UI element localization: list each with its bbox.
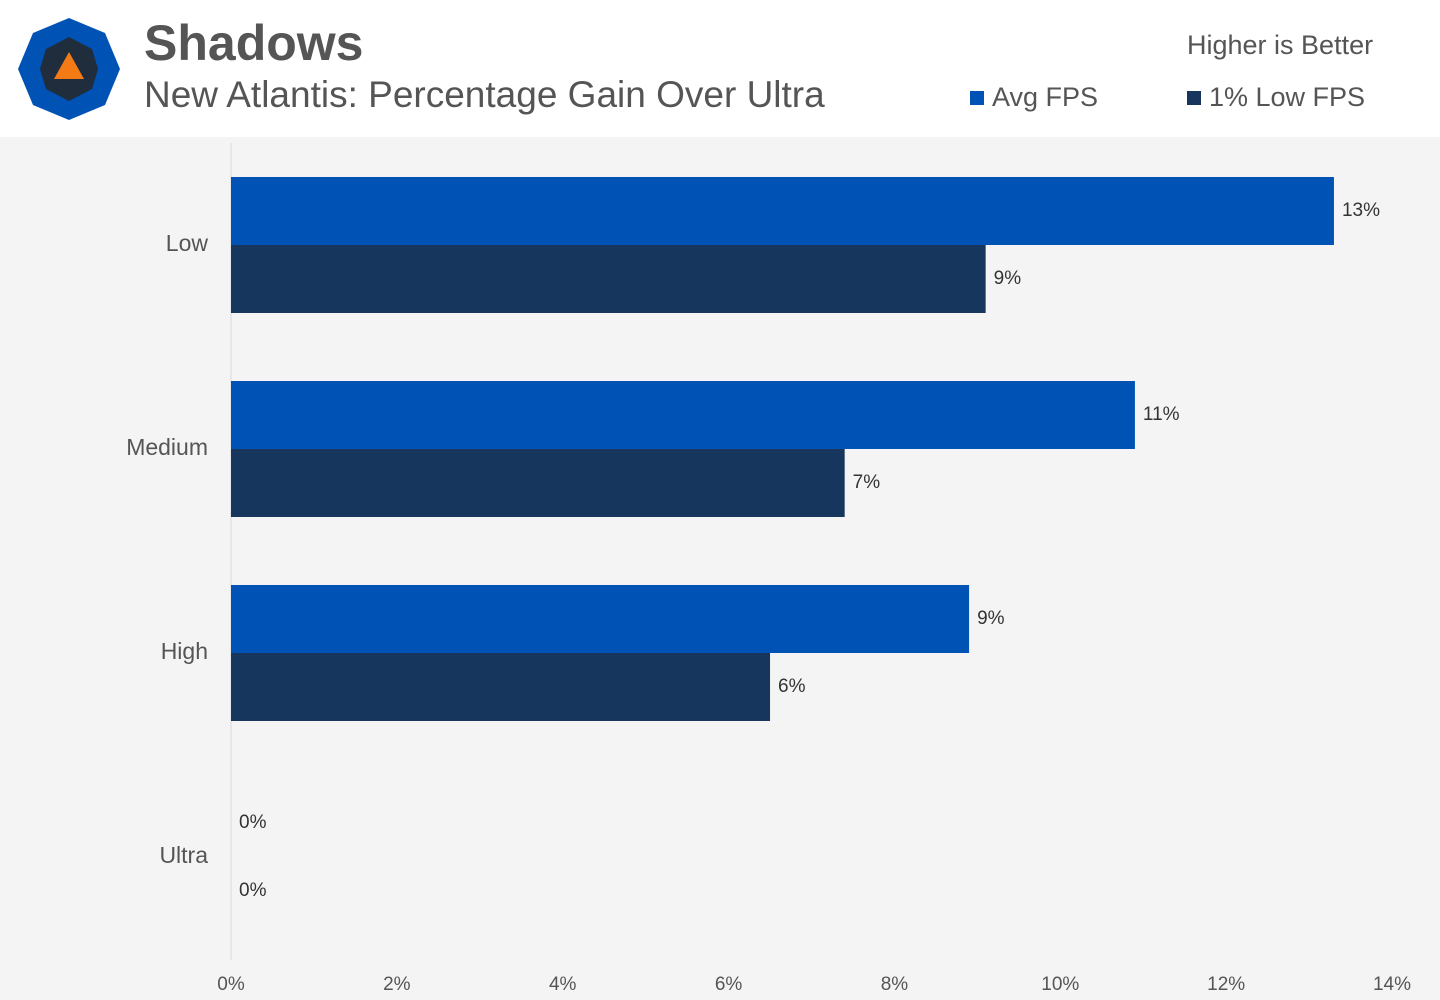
data-label: 0% — [239, 812, 267, 833]
x-tick-label: 14% — [1373, 974, 1411, 995]
category-label: Low — [166, 230, 209, 256]
x-tick-label: 0% — [217, 974, 245, 995]
bar-1pct-low-fps — [231, 245, 986, 313]
chart-header: Shadows New Atlantis: Percentage Gain Ov… — [0, 0, 1440, 137]
legend-1pct-low-swatch — [1187, 90, 1201, 105]
chart-title: Shadows — [144, 15, 364, 71]
bar-avg-fps — [231, 381, 1135, 449]
x-tick-label: 8% — [881, 974, 909, 995]
data-label: 0% — [239, 880, 267, 901]
techspot-logo-icon — [18, 18, 120, 120]
x-tick-label: 6% — [715, 974, 743, 995]
data-label: 9% — [977, 608, 1005, 629]
category-label: High — [161, 638, 208, 664]
legend-avg-fps-swatch — [970, 90, 984, 105]
legend-avg-fps-label: Avg FPS — [992, 82, 1099, 112]
data-label: 11% — [1143, 404, 1180, 425]
category-label: Medium — [126, 434, 208, 460]
x-tick-label: 10% — [1041, 974, 1079, 995]
legend-1pct-low-label: 1% Low FPS — [1209, 82, 1366, 112]
x-tick-label: 2% — [383, 974, 411, 995]
data-label: 7% — [853, 472, 881, 493]
data-label: 6% — [778, 676, 806, 697]
bar-1pct-low-fps — [231, 449, 845, 517]
legend-avg-fps: Avg FPS — [970, 82, 1098, 113]
higher-is-better-note: Higher is Better — [1187, 30, 1374, 60]
data-label: 9% — [994, 268, 1022, 289]
x-tick-label: 4% — [549, 974, 577, 995]
category-label: Ultra — [159, 842, 208, 868]
legend-1pct-low-fps: 1% Low FPS — [1187, 82, 1365, 113]
bar-avg-fps — [231, 585, 970, 653]
bar-1pct-low-fps — [231, 653, 771, 721]
chart-subtitle: New Atlantis: Percentage Gain Over Ultra — [144, 74, 825, 115]
x-tick-label: 12% — [1207, 974, 1245, 995]
data-label: 13% — [1342, 200, 1380, 221]
bar-avg-fps — [231, 177, 1334, 245]
